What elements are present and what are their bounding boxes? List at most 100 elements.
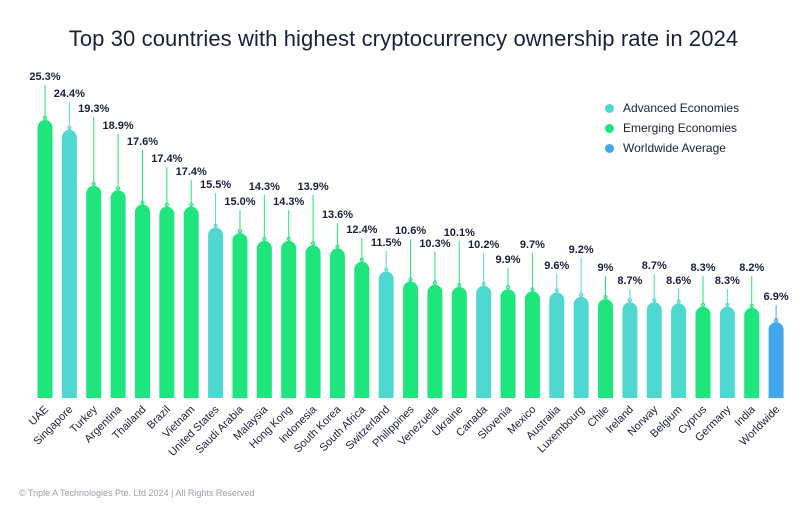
connector-dot [262,236,267,241]
data-label: 10.3% [419,238,450,250]
bar [403,281,419,398]
bar [622,302,638,398]
bar [208,227,224,398]
data-label: 17.4% [176,166,207,178]
bar [524,291,540,398]
bar [671,303,687,398]
connector-dot [676,299,681,304]
copyright-footer: © Triple A Technologies Pte. Ltd 2024 | … [19,488,255,498]
bar [281,240,297,398]
data-label: 9.7% [520,239,545,251]
connector-dot [164,202,169,207]
data-label: 8.7% [617,275,642,287]
data-label: 19.3% [78,103,109,115]
connector-dot [579,292,584,298]
bar [305,245,321,398]
bar [476,285,492,398]
bar [256,240,272,398]
legend-item-worldwide: Worldwide Average [605,138,739,158]
legend-item-emerging: Emerging Economies [605,118,739,138]
legend-swatch-advanced [605,103,614,113]
data-label: 18.9% [103,120,134,132]
connector-dot [67,125,72,130]
data-label: 9% [598,262,614,274]
connector-dot [530,287,535,292]
bar [768,322,784,398]
bar [598,299,614,398]
connector-dot [700,302,706,307]
bar [549,292,565,398]
bar [159,206,175,398]
connector-dot [335,244,340,249]
legend: Advanced Economies Emerging Economies Wo… [605,98,739,158]
connector-dot [42,115,48,121]
chart-title: Top 30 countries with highest cryptocurr… [68,26,739,51]
bar [573,296,589,398]
data-label: 8.3% [715,275,740,287]
data-label: 14.3% [273,196,304,208]
connector-dot [286,236,291,241]
data-label: 14.3% [249,181,280,193]
bar [232,233,248,398]
data-label: 15.5% [200,179,231,191]
connector-dot [627,298,632,303]
bar [451,287,467,398]
connector-dot [140,200,145,205]
connector-dot [505,285,511,290]
data-label: 9.6% [544,260,569,272]
connector-dot [554,288,559,293]
data-label: 9.9% [495,254,520,266]
data-label: 15.0% [224,196,255,208]
connector-dot [213,223,218,228]
bar [110,190,126,398]
legend-swatch-worldwide [605,143,614,153]
data-label: 25.3% [29,71,60,83]
data-label: 12.4% [346,224,377,236]
bar [427,284,443,398]
data-label: 13.6% [322,209,353,221]
connector-dot [91,181,96,187]
data-label: 17.6% [127,136,158,148]
connector-dot [457,282,462,288]
bar [744,307,760,398]
data-label: 10.1% [444,227,475,239]
bar [695,306,711,398]
connector-dot [384,267,389,272]
bar [646,302,662,398]
legend-label-advanced: Advanced Economies [623,101,740,115]
connector-dot [481,281,486,287]
connector-dot [725,302,730,307]
bar [183,206,199,398]
legend-label-emerging: Emerging Economies [623,121,738,135]
data-label: 8.7% [642,260,667,272]
bar [61,129,77,398]
data-label: 10.2% [468,239,499,251]
bar [134,204,150,398]
bar [500,289,516,398]
legend-item-advanced: Advanced Economies [605,98,739,118]
data-label: 17.4% [151,153,182,165]
connector-dot [116,186,121,191]
connector-dot [408,277,413,282]
legend-label-worldwide: Worldwide Average [623,141,726,155]
bar [719,306,735,398]
legend-swatch-emerging [605,123,614,133]
bar [37,120,53,398]
data-label: 6.9% [764,291,789,303]
bar [378,271,394,398]
bar [354,261,370,398]
data-label: 8.6% [666,275,691,287]
data-label: 24.4% [54,88,85,100]
connector-dot [310,241,316,246]
connector-dot [603,295,608,300]
connector-dot [774,318,779,323]
bar [86,185,102,398]
connector-dot [189,202,194,207]
data-label: 8.3% [690,262,715,274]
connector-dot [749,303,754,308]
data-label: 10.6% [395,225,426,237]
connector-dot [237,229,243,234]
data-label: 9.2% [569,244,594,256]
connector-dot [359,257,364,262]
